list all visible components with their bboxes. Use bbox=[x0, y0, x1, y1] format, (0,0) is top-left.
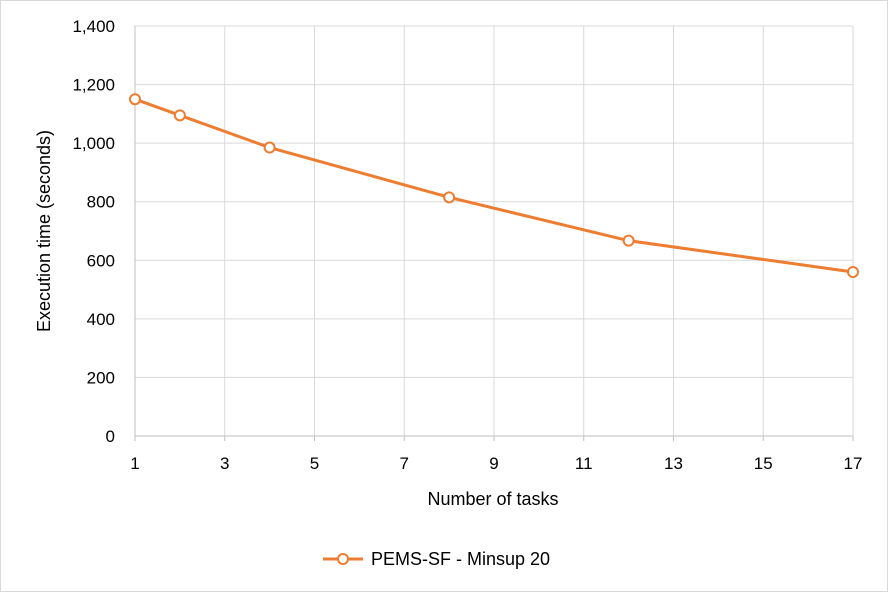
x-tick-label: 17 bbox=[844, 454, 863, 473]
x-tick-label: 11 bbox=[575, 454, 593, 473]
data-point bbox=[847, 266, 859, 278]
y-axis-title: Execution time (seconds) bbox=[34, 130, 54, 332]
x-axis-title: Number of tasks bbox=[427, 489, 558, 509]
series bbox=[129, 93, 859, 278]
data-point bbox=[443, 191, 456, 204]
legend-label: PEMS-SF - Minsup 20 bbox=[371, 549, 550, 569]
x-tick-label: 7 bbox=[400, 454, 409, 473]
x-tick-label: 5 bbox=[310, 454, 319, 473]
y-tick-label: 1,000 bbox=[72, 134, 115, 153]
data-point bbox=[129, 93, 141, 106]
data-point bbox=[173, 109, 186, 122]
y-tick-label: 200 bbox=[87, 368, 115, 387]
x-tick-label: 13 bbox=[664, 454, 683, 473]
x-tick-label: 1 bbox=[130, 454, 139, 473]
y-tick-label: 1,400 bbox=[72, 17, 115, 36]
y-tick-label: 0 bbox=[106, 427, 115, 446]
grid bbox=[135, 25, 854, 436]
x-tick-label: 15 bbox=[754, 454, 773, 473]
y-tick-label: 1,200 bbox=[72, 76, 115, 95]
series-line bbox=[134, 97, 854, 274]
y-tick-label: 400 bbox=[87, 310, 115, 329]
data-point bbox=[263, 141, 276, 154]
y-tick-label: 800 bbox=[87, 193, 115, 212]
x-tick-label: 3 bbox=[220, 454, 229, 473]
legend-marker bbox=[337, 553, 349, 565]
data-point bbox=[622, 234, 635, 247]
legend: PEMS-SF - Minsup 20 bbox=[323, 549, 550, 569]
y-tick-label: 600 bbox=[87, 251, 115, 270]
x-tick-label: 9 bbox=[489, 454, 498, 473]
